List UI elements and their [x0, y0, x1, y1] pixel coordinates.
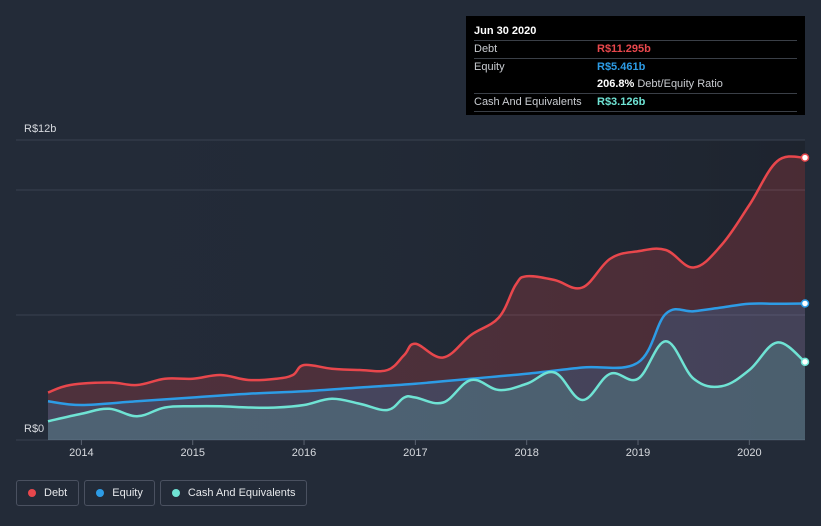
x-tick-label: 2014 [69, 447, 93, 459]
area-cash-and-equivalents [48, 341, 805, 440]
legend-label: Cash And Equivalents [187, 487, 296, 499]
x-tick-label: 2018 [514, 447, 538, 459]
x-tick-label: 2019 [626, 447, 650, 459]
tooltip-date: Jun 30 2020 [474, 25, 537, 37]
line-cash-and-equivalents [47, 340, 806, 423]
tooltip-value: R$5.461b [597, 61, 646, 73]
line-equity [47, 302, 806, 407]
legend-label: Debt [44, 487, 68, 499]
legend-item-debt[interactable]: Debt [16, 480, 80, 506]
y-axis-bottom-label: R$0 [24, 423, 44, 435]
tooltip-value: R$11.295b [597, 43, 651, 55]
x-tick-label: 2020 [737, 447, 761, 459]
x-axis-ticks: 2014 2015 2016 2017 2018 2019 2020 [69, 440, 762, 459]
legend-item-cash[interactable]: Cash And Equivalents [159, 480, 308, 506]
line-debt [47, 155, 806, 394]
tooltip-value: R$3.126b [597, 96, 646, 108]
tooltip-row-cash: Cash And Equivalents R$3.126b [474, 93, 797, 112]
area-debt [48, 156, 805, 440]
tooltip-row-equity: Equity R$5.461b [474, 58, 797, 76]
series-lines [47, 155, 806, 423]
tooltip-label: Debt [474, 43, 498, 55]
tooltip-row-debt: Debt R$11.295b [474, 40, 797, 58]
x-tick-label: 2017 [403, 447, 427, 459]
end-marker [800, 357, 810, 367]
end-marker [800, 153, 810, 162]
tooltip-label [474, 76, 597, 93]
x-tick-label: 2016 [292, 447, 316, 459]
tooltip-label: Cash And Equivalents [474, 96, 582, 108]
chart-legend: Debt Equity Cash And Equivalents [16, 480, 312, 506]
tooltip-row-ratio: 206.8% Debt/Equity Ratio [474, 76, 797, 93]
grid-lines [16, 139, 805, 441]
tooltip-suffix: Debt/Equity Ratio [637, 78, 723, 90]
tooltip-value: 206.8% [597, 78, 635, 90]
legend-item-equity[interactable]: Equity [84, 480, 155, 506]
legend-dot-icon [96, 489, 105, 497]
legend-dot-icon [171, 489, 180, 497]
legend-label: Equity [112, 487, 143, 499]
legend-dot-icon [28, 489, 36, 497]
tooltip-label: Equity [474, 61, 505, 73]
end-marker [800, 299, 810, 308]
data-tooltip: Jun 30 2020 Debt R$11.295b Equity R$5.46… [466, 16, 805, 115]
series-end-markers [800, 153, 810, 367]
y-axis-top-label: R$12b [24, 123, 56, 135]
x-tick-label: 2015 [180, 447, 204, 459]
